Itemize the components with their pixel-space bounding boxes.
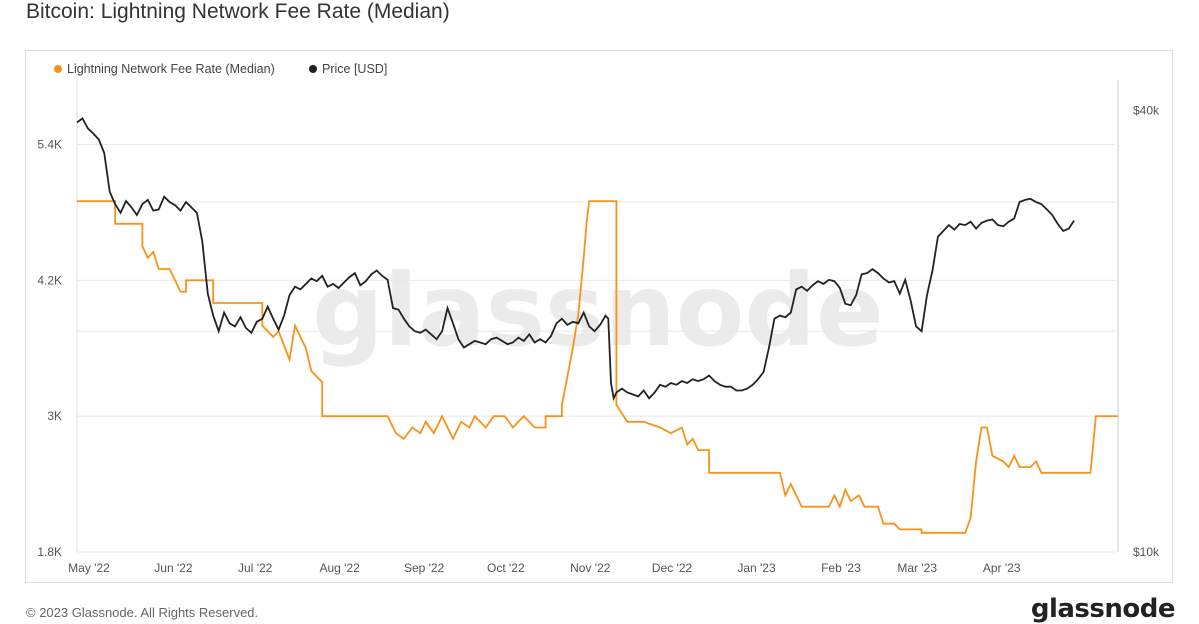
x-tick-label: Apr '23 [983, 561, 1021, 575]
x-axis: May '22 Jun '22 Jul '22 Aug '22 Sep '22 Oct '… [68, 561, 1021, 575]
x-tick-label: Feb '23 [821, 561, 861, 575]
legend-marker-fee [54, 65, 62, 73]
copyright-footer: © 2023 Glassnode. All Rights Reserved. [26, 605, 259, 620]
left-tick-label: 1.8K [37, 545, 62, 559]
x-tick-label: Jun '22 [154, 561, 193, 575]
x-tick-label: Nov '22 [570, 561, 611, 575]
x-tick-label: Oct '22 [487, 561, 525, 575]
x-tick-label: Dec '22 [652, 561, 693, 575]
x-tick-label: Aug '22 [319, 561, 360, 575]
left-tick-label: 4.2K [37, 273, 62, 287]
x-tick-label: Sep '22 [404, 561, 445, 575]
legend-marker-price [309, 65, 317, 73]
legend-label-fee[interactable]: Lightning Network Fee Rate (Median) [67, 62, 275, 76]
left-axis: 1.8K 3K 4.2K 5.4K [37, 138, 62, 559]
right-tick-label: $40k [1133, 103, 1160, 117]
right-tick-label: $10k [1133, 545, 1160, 559]
x-tick-label: Jul '22 [238, 561, 273, 575]
x-tick-label: Mar '23 [897, 561, 937, 575]
x-tick-label: Jan '23 [737, 561, 776, 575]
brand-logo: glassnode [1030, 594, 1176, 624]
x-tick-label: May '22 [68, 561, 110, 575]
right-axis: $10k $40k [1133, 103, 1160, 559]
fee-rate-series-line [77, 200, 1118, 534]
price-series-line [76, 117, 1075, 402]
left-tick-label: 5.4K [37, 138, 62, 152]
watermark: glassnode [312, 252, 884, 369]
chart-panel [25, 50, 1173, 583]
chart-title: Bitcoin: Lightning Network Fee Rate (Med… [26, 0, 450, 23]
legend-label-price[interactable]: Price [USD] [322, 62, 387, 76]
legend[interactable]: Lightning Network Fee Rate (Median) Pric… [54, 62, 387, 76]
left-tick-label: 3K [47, 409, 62, 423]
